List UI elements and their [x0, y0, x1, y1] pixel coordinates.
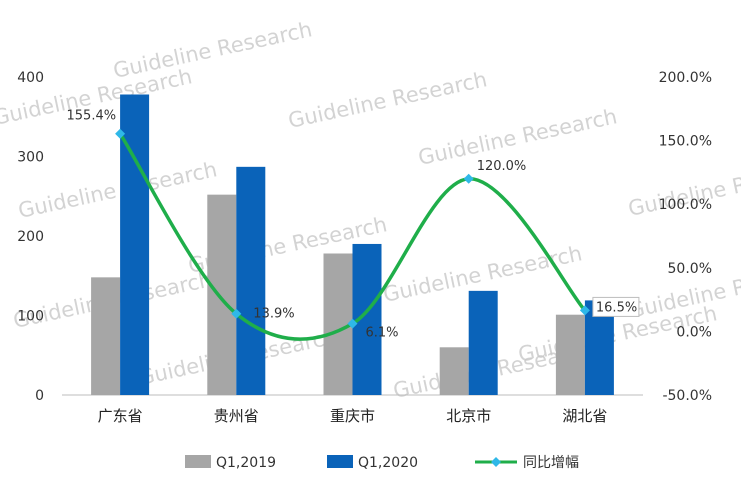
watermark-text: Guideline Research [286, 67, 489, 133]
growth-data-label: 120.0% [477, 159, 527, 174]
bar-q1-2020 [236, 166, 266, 395]
bar-q1-2019 [439, 347, 469, 395]
bar-q1-2019 [323, 253, 353, 395]
category-label: 湖北省 [562, 407, 607, 425]
left-axis-ticks: 0 100 200 300 400 [17, 70, 44, 404]
right-axis-tick: -50.0% [662, 388, 712, 404]
bar-q1-2019 [207, 194, 237, 395]
growth-marker [347, 318, 358, 329]
growth-data-label: 13.9% [253, 307, 294, 322]
growth-data-label: 155.4% [67, 109, 117, 124]
growth-marker [231, 308, 242, 319]
category-label: 广东省 [98, 407, 143, 425]
left-axis-tick: 400 [17, 70, 44, 86]
growth-data-label: 16.5% [596, 300, 637, 315]
legend-label: 同比增幅 [523, 455, 579, 471]
right-axis-tick: 100.0% [659, 197, 712, 213]
left-axis-tick: 0 [35, 388, 44, 404]
bar-q1-2019 [91, 277, 121, 395]
category-label: 北京市 [446, 407, 491, 425]
bars [91, 94, 614, 396]
category-label: 贵州省 [214, 407, 259, 425]
legend-label: Q1,2020 [358, 455, 418, 471]
growth-data-label: 6.1% [366, 326, 399, 341]
bar-q1-2019 [555, 314, 585, 395]
right-axis-tick: 150.0% [659, 134, 712, 150]
watermark-text: Guideline Research [16, 157, 219, 223]
growth-line: 155.4% 13.9% 6.1% 120.0% 16.5% [67, 109, 640, 341]
right-axis-tick: 0.0% [676, 324, 712, 340]
legend: Q1,2019 Q1,2020 同比增幅 [185, 455, 579, 471]
growth-marker [579, 305, 590, 316]
legend-swatch [185, 455, 211, 468]
legend-swatch [327, 455, 353, 468]
data-label-box [592, 296, 640, 317]
growth-marker [115, 128, 126, 139]
growth-marker [463, 173, 474, 184]
right-axis-ticks: -50.0% 0.0% 50.0% 100.0% 150.0% 200.0% [659, 70, 712, 404]
legend-label: Q1,2019 [216, 455, 276, 471]
left-axis-tick: 300 [17, 150, 44, 166]
watermark-text: Guideline Research [111, 17, 314, 83]
category-labels: 广东省 贵州省 重庆市 北京市 湖北省 [98, 407, 608, 425]
category-label: 重庆市 [330, 407, 375, 425]
bar-q1-2020 [468, 290, 498, 395]
right-axis-tick: 50.0% [668, 261, 712, 277]
legend-marker [491, 457, 501, 467]
left-axis-tick: 100 [17, 309, 44, 325]
right-axis-tick: 200.0% [659, 70, 712, 86]
left-axis-tick: 200 [17, 229, 44, 245]
